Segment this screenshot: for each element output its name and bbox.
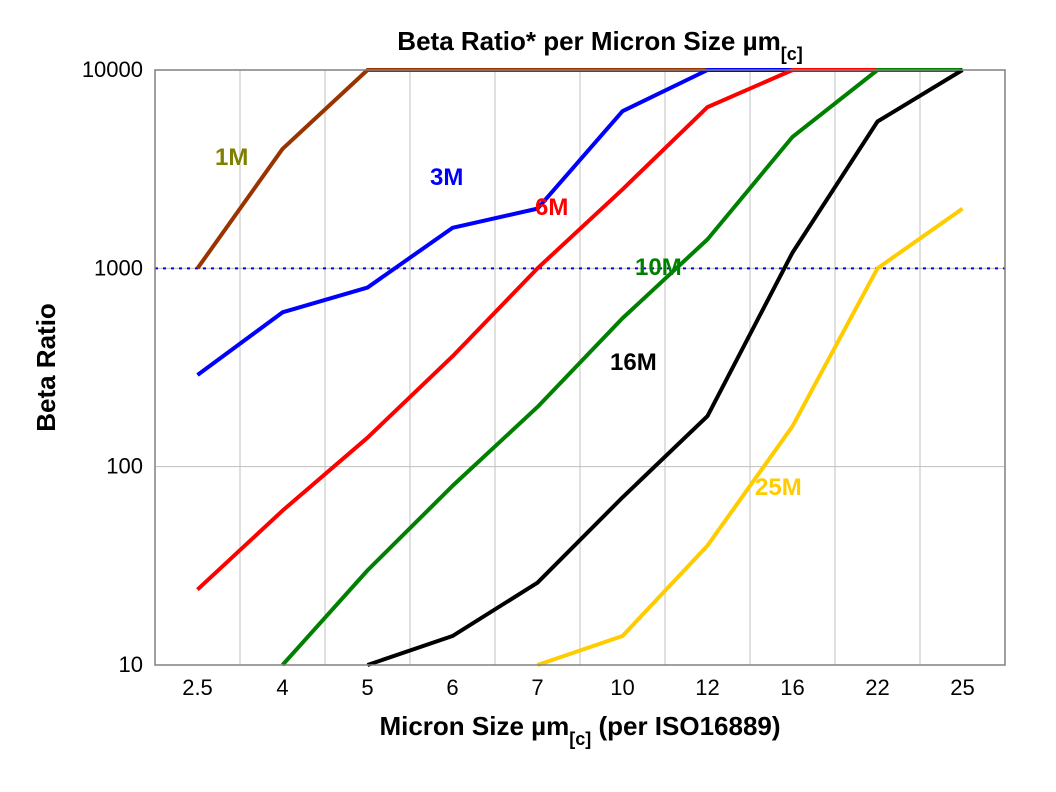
series-label-6M: 6M	[535, 194, 568, 221]
series-label-25M: 25M	[755, 474, 802, 501]
xtick-label: 16	[780, 675, 804, 700]
beta-ratio-chart: 10 100 1000 10000 2.5 4 5 6 7 10 12 16 22 25 1M 3M 6M 10M…	[0, 0, 1056, 792]
y-axis-label: Beta Ratio	[31, 303, 61, 432]
series-label-1M: 1M	[215, 144, 248, 171]
xtick-label: 4	[276, 675, 288, 700]
ytick-label: 100	[106, 454, 143, 479]
ytick-label: 1000	[94, 255, 143, 280]
xtick-label: 5	[361, 675, 373, 700]
x-axis-label: Micron Size µm[c] (per ISO16889)	[379, 711, 780, 749]
ytick-label: 10000	[82, 57, 143, 82]
xtick-label: 25	[950, 675, 974, 700]
ytick-label: 10	[119, 652, 143, 677]
xtick-label: 12	[695, 675, 719, 700]
series-label-10M: 10M	[635, 254, 682, 281]
xtick-label: 2.5	[182, 675, 213, 700]
series-label-16M: 16M	[610, 349, 657, 376]
chart-title: Beta Ratio* per Micron Size µm[c]	[397, 26, 802, 64]
xtick-label: 10	[610, 675, 634, 700]
xtick-label: 22	[865, 675, 889, 700]
series-label-3M: 3M	[430, 164, 463, 191]
xtick-label: 6	[446, 675, 458, 700]
xtick-label: 7	[531, 675, 543, 700]
